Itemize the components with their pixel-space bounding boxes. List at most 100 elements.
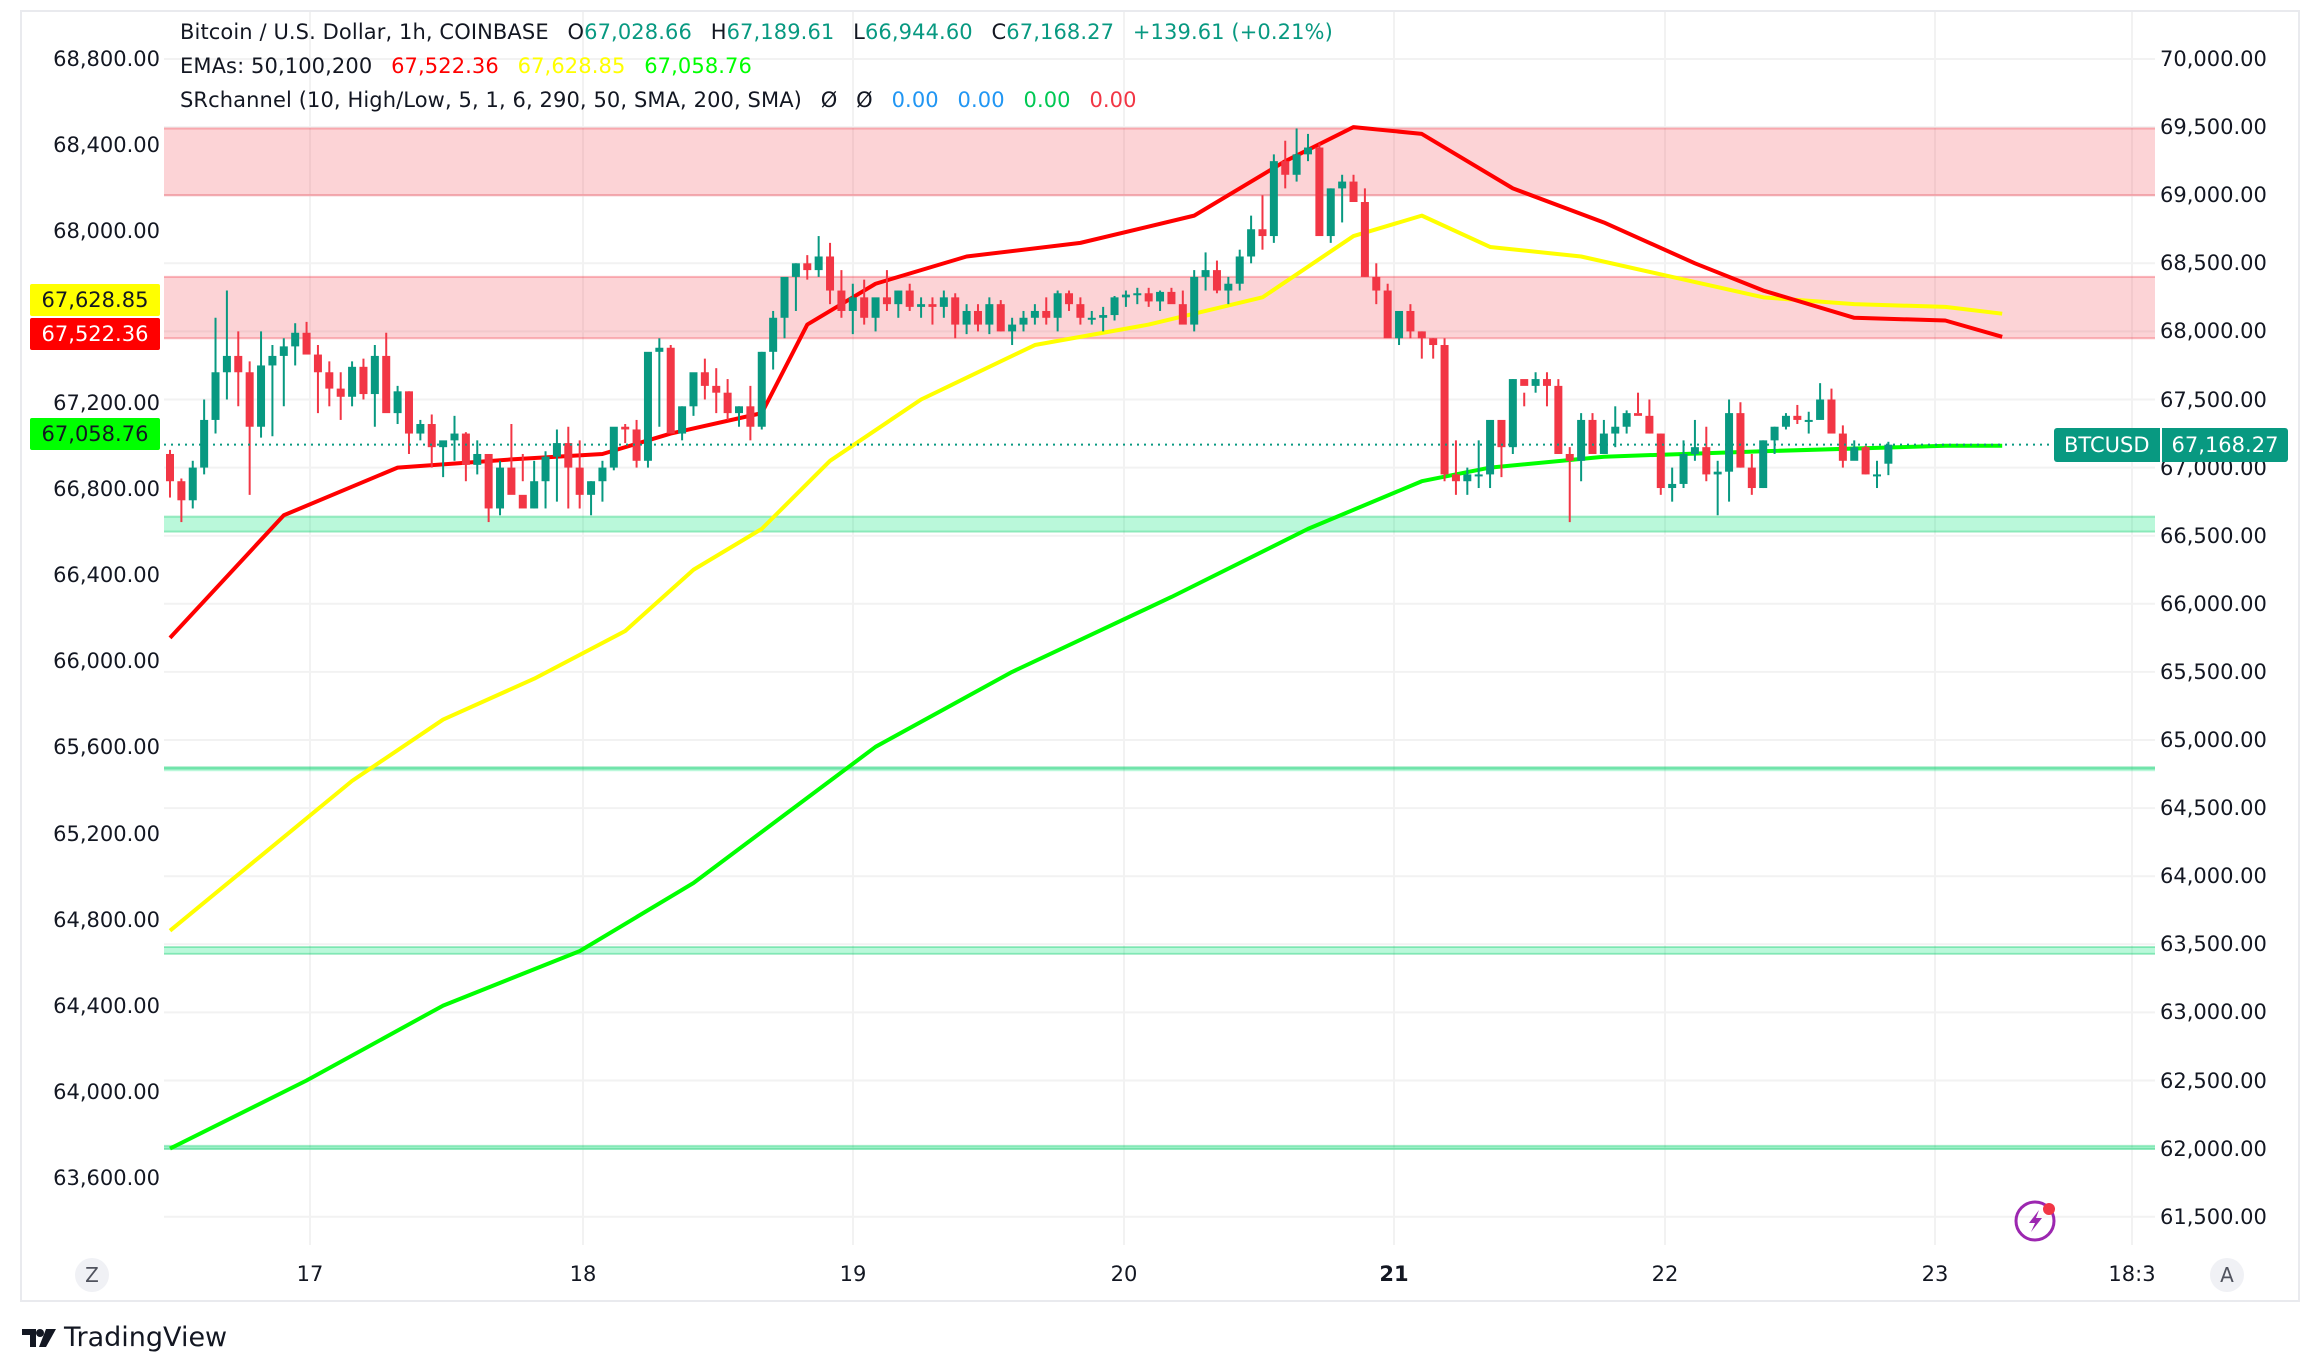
- candle[interactable]: [746, 385, 755, 441]
- candle[interactable]: [1201, 252, 1210, 291]
- candle[interactable]: [177, 478, 186, 523]
- candle[interactable]: [1178, 290, 1187, 325]
- candle[interactable]: [416, 419, 425, 441]
- candle[interactable]: [1087, 310, 1096, 325]
- candle[interactable]: [518, 453, 527, 509]
- candle[interactable]: [1406, 304, 1415, 339]
- candle[interactable]: [359, 358, 368, 400]
- candle[interactable]: [791, 263, 800, 311]
- candle[interactable]: [257, 331, 266, 438]
- candle[interactable]: [1838, 425, 1847, 468]
- auto-scale-button[interactable]: A: [2210, 1258, 2244, 1292]
- candle[interactable]: [689, 372, 698, 416]
- candle[interactable]: [1611, 406, 1620, 448]
- candle[interactable]: [404, 391, 413, 454]
- candle[interactable]: [962, 304, 971, 335]
- candle[interactable]: [1759, 440, 1768, 489]
- candle[interactable]: [530, 460, 539, 509]
- candle[interactable]: [700, 358, 709, 400]
- candle[interactable]: [1679, 440, 1688, 489]
- candle[interactable]: [985, 297, 994, 335]
- candle[interactable]: [1816, 383, 1825, 420]
- candle[interactable]: [1804, 411, 1813, 434]
- candle[interactable]: [1258, 195, 1267, 250]
- candle[interactable]: [609, 426, 618, 471]
- candle[interactable]: [1167, 287, 1176, 305]
- candle[interactable]: [473, 440, 482, 475]
- candle[interactable]: [325, 361, 334, 407]
- candle[interactable]: [1554, 379, 1563, 454]
- candle[interactable]: [507, 424, 516, 495]
- candle[interactable]: [973, 304, 982, 332]
- candle[interactable]: [1372, 263, 1381, 305]
- candle[interactable]: [905, 283, 914, 311]
- lightning-icon[interactable]: [2014, 1200, 2056, 1242]
- candle[interactable]: [643, 351, 652, 468]
- candle[interactable]: [1440, 338, 1449, 482]
- candle[interactable]: [461, 432, 470, 482]
- candle[interactable]: [1338, 174, 1347, 223]
- candle[interactable]: [1599, 419, 1608, 454]
- candle[interactable]: [1235, 249, 1244, 291]
- candle[interactable]: [1668, 467, 1677, 502]
- candle[interactable]: [484, 453, 493, 523]
- candle[interactable]: [1190, 270, 1199, 332]
- candle[interactable]: [439, 440, 448, 478]
- candle[interactable]: [541, 451, 550, 509]
- candle[interactable]: [450, 415, 459, 461]
- candle[interactable]: [678, 406, 687, 441]
- candle[interactable]: [348, 361, 357, 407]
- candle[interactable]: [1542, 372, 1551, 407]
- candle[interactable]: [1144, 287, 1153, 307]
- ema-legend[interactable]: EMAs: 50,100,200 67,522.36 67,628.85 67,…: [180, 54, 752, 78]
- candle[interactable]: [1030, 304, 1039, 325]
- candle[interactable]: [1326, 188, 1335, 243]
- candle[interactable]: [598, 460, 607, 502]
- candle[interactable]: [1850, 440, 1859, 461]
- candle[interactable]: [291, 323, 300, 366]
- candle[interactable]: [1281, 140, 1290, 189]
- candle[interactable]: [814, 236, 823, 277]
- candle[interactable]: [166, 449, 174, 498]
- candle[interactable]: [769, 310, 778, 370]
- srchannel-legend[interactable]: SRchannel (10, High/Low, 5, 1, 6, 290, 5…: [180, 88, 1137, 112]
- candle[interactable]: [632, 419, 641, 468]
- candle[interactable]: [1042, 297, 1051, 325]
- candle[interactable]: [1360, 188, 1369, 277]
- candle[interactable]: [1827, 388, 1836, 434]
- candle[interactable]: [575, 440, 584, 509]
- candle[interactable]: [222, 290, 231, 400]
- candle[interactable]: [496, 460, 505, 516]
- candle[interactable]: [666, 345, 675, 434]
- candle[interactable]: [336, 372, 345, 420]
- candle[interactable]: [1269, 154, 1278, 243]
- candle[interactable]: [1531, 372, 1540, 393]
- candle[interactable]: [1349, 174, 1358, 203]
- candle[interactable]: [1577, 413, 1586, 482]
- candle[interactable]: [928, 297, 937, 325]
- candle[interactable]: [1702, 426, 1711, 482]
- candle[interactable]: [1474, 440, 1483, 489]
- candle[interactable]: [1429, 338, 1438, 359]
- candle[interactable]: [1076, 297, 1085, 325]
- candle[interactable]: [1793, 404, 1802, 425]
- candle[interactable]: [1247, 215, 1256, 264]
- candle[interactable]: [1395, 310, 1404, 346]
- candle[interactable]: [712, 368, 721, 414]
- candle[interactable]: [393, 385, 402, 425]
- candle[interactable]: [1736, 402, 1745, 468]
- candle[interactable]: [1304, 133, 1312, 162]
- candle[interactable]: [1212, 260, 1221, 294]
- candle[interactable]: [1133, 287, 1142, 305]
- candle[interactable]: [723, 379, 732, 420]
- candle[interactable]: [1383, 283, 1392, 339]
- candle[interactable]: [1725, 399, 1734, 502]
- candle[interactable]: [1520, 379, 1529, 407]
- candle[interactable]: [1451, 440, 1460, 495]
- candle[interactable]: [1065, 290, 1074, 311]
- candle[interactable]: [382, 332, 391, 414]
- candle[interactable]: [951, 293, 960, 339]
- candle[interactable]: [826, 242, 835, 305]
- symbol-legend[interactable]: Bitcoin / U.S. Dollar, 1h, COINBASE O67,…: [180, 20, 1333, 44]
- candle[interactable]: [1463, 467, 1472, 495]
